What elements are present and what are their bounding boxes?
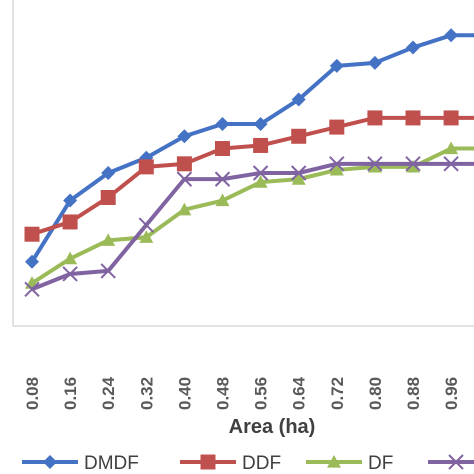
- data-point: [25, 254, 39, 269]
- data-point: [63, 193, 78, 208]
- x-tick-label: 0.32: [137, 377, 156, 410]
- data-point: [444, 28, 459, 43]
- legend-label: DDF: [242, 453, 281, 474]
- data-point: [405, 110, 421, 126]
- data-point: [329, 58, 344, 73]
- data-point: [62, 266, 78, 282]
- legend-swatch-marker: [43, 455, 57, 469]
- data-point: [101, 166, 116, 180]
- data-point: [215, 117, 230, 132]
- legend-swatch-marker: [327, 455, 341, 468]
- legend-item: DDF: [180, 453, 281, 474]
- data-point: [177, 202, 192, 216]
- data-point: [100, 189, 116, 205]
- data-point: [444, 141, 459, 155]
- data-point: [329, 119, 345, 135]
- data-point: [176, 156, 192, 172]
- x-axis-title: Area (ha): [229, 416, 316, 438]
- data-point: [253, 117, 268, 132]
- data-point: [176, 171, 193, 187]
- x-tick-labels: 0.08 0.16 0.24 0.32 0.40 0.48 0.56 0.64 0.72 0.80…: [23, 376, 461, 410]
- x-tick-label: 0.56: [252, 377, 271, 410]
- data-point: [406, 159, 420, 173]
- x-tick-label: 0.96: [442, 377, 461, 410]
- series-layer: [24, 28, 474, 297]
- legend-item: DMDF: [22, 453, 139, 474]
- data-point: [367, 110, 383, 126]
- data-point: [443, 156, 459, 172]
- series-dmdf: [25, 28, 474, 269]
- data-point: [62, 214, 78, 230]
- data-point: [138, 159, 154, 175]
- data-point: [367, 159, 382, 173]
- data-point: [252, 165, 269, 181]
- x-tick-label: 0.24: [99, 376, 118, 410]
- data-point: [215, 193, 230, 207]
- data-point: [291, 92, 306, 107]
- x-tick-label: 0.80: [366, 377, 385, 410]
- legend-item: [428, 454, 474, 470]
- series-df: [25, 141, 474, 289]
- data-point: [138, 217, 155, 233]
- data-point: [24, 226, 40, 242]
- x-tick-label: 0.16: [61, 377, 80, 410]
- data-point: [367, 55, 382, 70]
- series-ddf: [24, 110, 474, 242]
- data-point: [24, 281, 40, 297]
- x-tick-label: 0.64: [290, 376, 309, 410]
- legend-swatch-marker: [448, 454, 464, 470]
- data-point: [100, 263, 116, 279]
- data-point: [63, 251, 78, 265]
- data-point: [214, 171, 231, 187]
- x-tick-label: 0.48: [214, 377, 233, 410]
- data-point: [367, 156, 383, 172]
- data-point: [101, 233, 116, 246]
- data-point: [290, 165, 307, 181]
- data-point: [329, 156, 345, 172]
- legend: DMDF DDF DF: [22, 453, 474, 474]
- x-tick-label: 0.40: [175, 377, 194, 410]
- data-point: [177, 129, 192, 144]
- data-point: [215, 141, 230, 157]
- data-point: [405, 156, 421, 172]
- series-line: [31, 161, 474, 292]
- legend-swatch-marker: [200, 454, 216, 470]
- series-line: [30, 33, 474, 263]
- data-point: [291, 172, 306, 185]
- data-point: [406, 40, 420, 55]
- legend-item: DF: [306, 453, 393, 474]
- legend-label: DMDF: [84, 453, 139, 474]
- legend-label: DF: [368, 453, 393, 474]
- x-tick-label: 0.72: [328, 377, 347, 410]
- data-point: [253, 137, 269, 153]
- series-unnamed-3: [24, 156, 474, 297]
- x-tick-label: 0.88: [404, 377, 423, 410]
- data-point: [253, 175, 268, 188]
- data-point: [443, 110, 459, 126]
- x-tick-label: 0.08: [23, 377, 42, 410]
- data-point: [291, 128, 307, 144]
- data-point: [329, 162, 344, 176]
- data-point: [139, 230, 154, 243]
